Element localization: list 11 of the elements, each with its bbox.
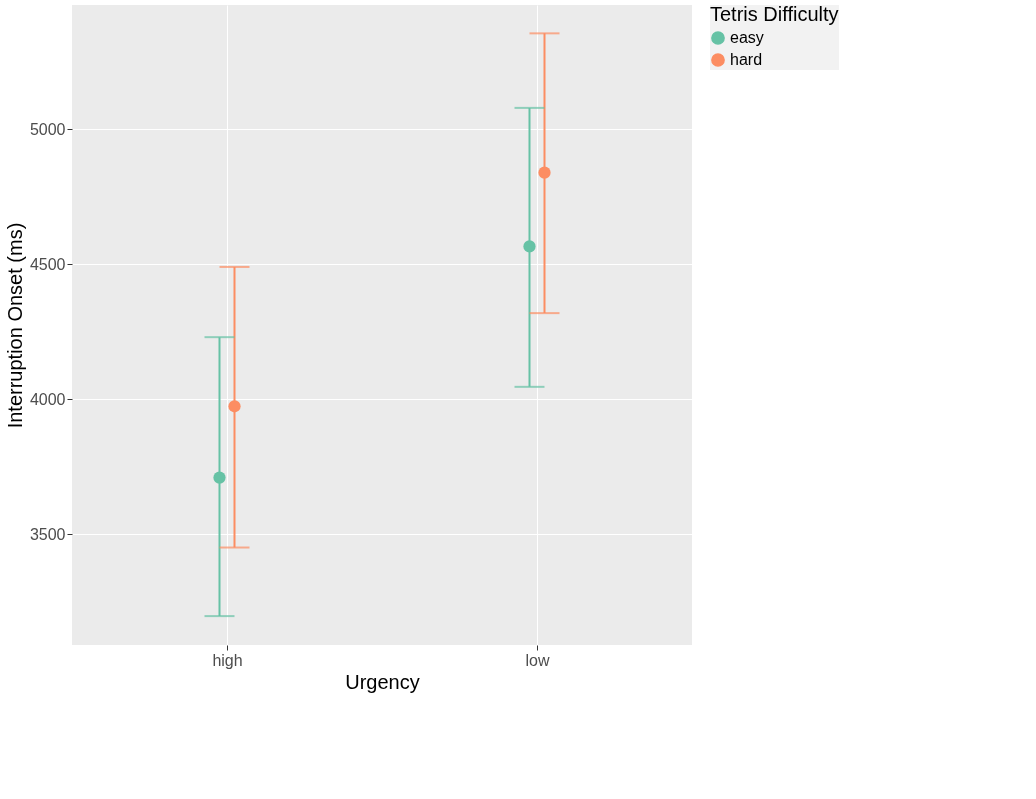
legend-title: Tetris Difficulty [710, 3, 839, 25]
x-axis-title: Urgency [345, 670, 420, 693]
y-tick-label: 3500 [29, 525, 66, 543]
legend-label: hard [730, 51, 763, 68]
y-tick-label: 4500 [29, 255, 66, 273]
y-axis-title: Interruption Onset (ms) [3, 222, 26, 429]
x-tick-label: high [212, 651, 243, 669]
y-tick-label: 5000 [29, 120, 66, 138]
x-tick-label: low [525, 651, 550, 669]
y-tick-label: 4000 [29, 390, 66, 408]
legend-label: easy [730, 29, 764, 46]
